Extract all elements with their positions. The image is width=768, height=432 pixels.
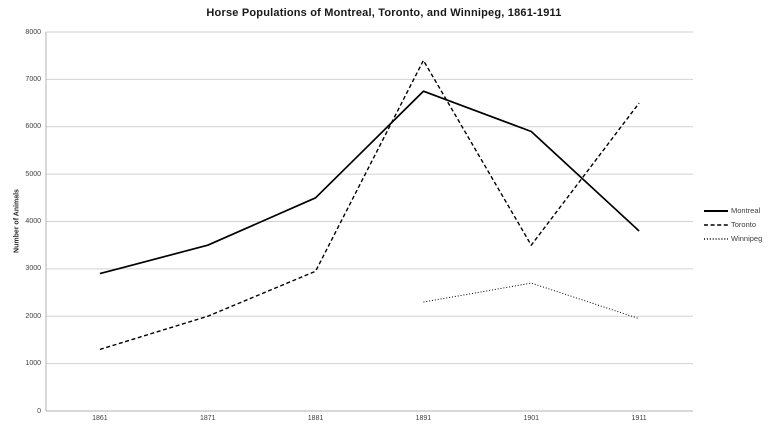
x-tick-label: 1911 — [631, 415, 647, 422]
y-tick-label: 0 — [37, 407, 41, 415]
legend-label: Winnipeg — [731, 234, 763, 243]
solid-line-sample-icon — [704, 209, 728, 212]
legend-item-toronto: Toronto — [704, 220, 762, 229]
x-tick-label: 1901 — [523, 415, 540, 422]
y-tick-label: 8000 — [25, 28, 41, 36]
y-tick-label: 6000 — [25, 123, 41, 131]
legend: Montreal Toronto Winnipeg — [704, 206, 762, 248]
y-tick-label: 7000 — [25, 75, 41, 83]
x-tick-label: 1881 — [307, 415, 324, 422]
legend-item-montreal: Montreal — [704, 206, 762, 215]
chart-title: Horse Populations of Montreal, Toronto, … — [206, 7, 562, 19]
series-line-toronto — [99, 59, 640, 351]
y-tick-label: 4000 — [25, 218, 41, 225]
x-tick-label: 1871 — [199, 415, 216, 422]
legend-item-winnipeg: Winnipeg — [704, 234, 762, 243]
series-line-winnipeg — [423, 282, 640, 320]
y-tick-label: 3000 — [25, 265, 41, 273]
y-tick-label: 2000 — [25, 312, 41, 320]
legend-label: Toronto — [731, 220, 757, 229]
series-line-montreal — [99, 90, 640, 275]
x-tick-label: 1861 — [92, 415, 108, 422]
y-tick-label: 5000 — [25, 170, 41, 178]
dotted-line-sample-icon — [704, 237, 728, 240]
y-tick-label: 1000 — [25, 360, 41, 368]
x-tick-label: 1891 — [415, 415, 432, 422]
legend-label: Montreal — [731, 206, 761, 215]
dashed-line-sample-icon — [704, 223, 728, 226]
